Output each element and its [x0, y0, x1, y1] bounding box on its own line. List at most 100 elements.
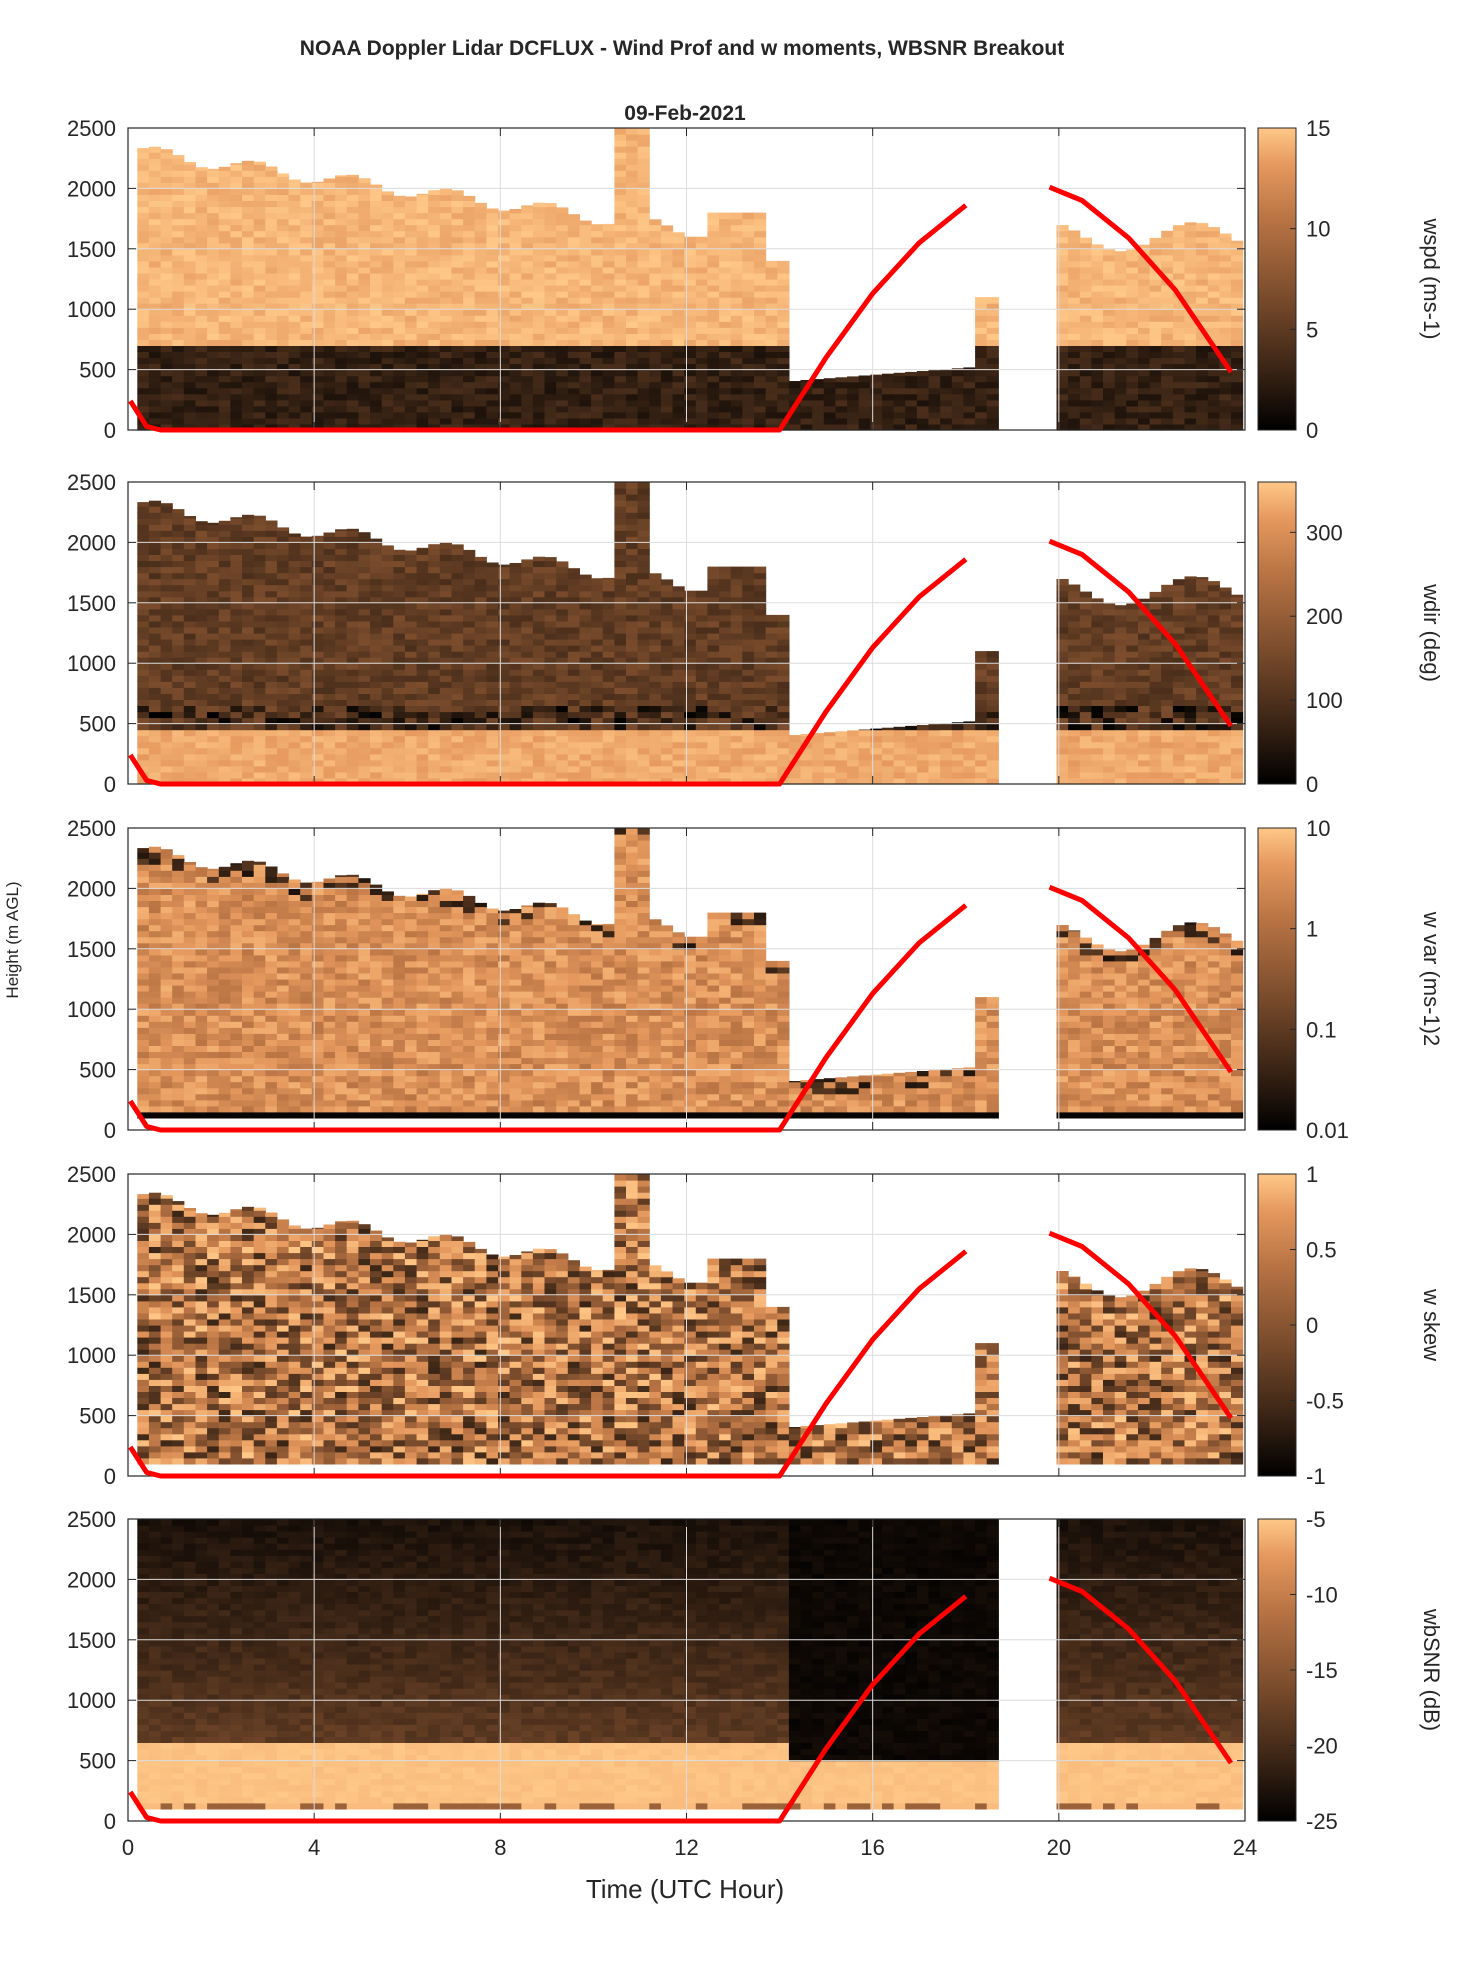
heatmap-cell: [614, 370, 626, 377]
heatmap-cell: [417, 712, 429, 719]
heatmap-cell: [312, 213, 324, 220]
heatmap-cell: [603, 578, 615, 579]
heatmap-cell: [603, 706, 615, 713]
heatmap-cell: [754, 267, 766, 274]
heatmap-cell: [1231, 358, 1243, 365]
heatmap-cell: [417, 237, 429, 244]
heatmap-cell: [370, 542, 382, 549]
heatmap-cell: [254, 615, 266, 622]
heatmap-cell: [196, 591, 208, 598]
heatmap-cell: [242, 742, 254, 749]
heatmap-cell: [498, 382, 510, 389]
heatmap-cell: [300, 382, 312, 389]
heatmap-cell: [1091, 327, 1103, 334]
heatmap-cell: [673, 315, 685, 322]
heatmap-cell: [510, 400, 522, 407]
heatmap-cell: [382, 687, 394, 694]
heatmap-cell: [1231, 285, 1243, 292]
heatmap-cell: [475, 333, 487, 340]
heatmap-cell: [556, 687, 568, 694]
heatmap-cell: [289, 766, 301, 773]
heatmap-cell: [824, 382, 836, 389]
heatmap-cell: [521, 603, 533, 610]
heatmap-cell: [242, 188, 254, 195]
heatmap-cell: [219, 188, 231, 195]
heatmap-cell: [300, 194, 312, 201]
heatmap-cell: [254, 394, 266, 401]
heatmap-cell: [393, 615, 405, 622]
heatmap-cell: [405, 273, 417, 280]
heatmap-cell: [1161, 321, 1173, 328]
heatmap-cell: [614, 760, 626, 767]
heatmap-cell: [196, 730, 208, 737]
heatmap-cell: [196, 309, 208, 316]
heatmap-cell: [486, 255, 498, 262]
heatmap-cell: [510, 579, 522, 586]
heatmap-cell: [638, 512, 650, 519]
y-tick-label: 2000: [67, 176, 116, 201]
heatmap-cell: [207, 645, 219, 652]
heatmap-cell: [207, 603, 219, 610]
heatmap-cell: [556, 309, 568, 316]
heatmap-cell: [521, 345, 533, 352]
heatmap-cell: [940, 406, 952, 413]
heatmap-cell: [1126, 285, 1138, 292]
heatmap-cell: [731, 358, 743, 365]
heatmap-cell: [300, 730, 312, 737]
heatmap-cell: [358, 609, 370, 616]
heatmap-cell: [324, 621, 336, 628]
heatmap-cell: [661, 663, 673, 670]
heatmap-cell: [1080, 273, 1092, 280]
heatmap-cell: [742, 382, 754, 389]
heatmap-cell: [219, 621, 231, 628]
heatmap-cell: [184, 603, 196, 610]
heatmap-cell: [510, 382, 522, 389]
heatmap-cell: [242, 542, 254, 549]
heatmap-cell: [230, 388, 242, 395]
heatmap-cell: [382, 545, 394, 549]
heatmap-cell: [1173, 418, 1185, 425]
heatmap-cell: [358, 207, 370, 214]
heatmap-cell: [673, 639, 685, 646]
heatmap-cell: [452, 645, 464, 652]
heatmap-cell: [370, 548, 382, 555]
heatmap-cell: [347, 176, 359, 183]
heatmap-cell: [917, 418, 929, 425]
heatmap-cell: [707, 370, 719, 377]
heatmap-cell: [149, 255, 161, 262]
heatmap-cell: [382, 548, 394, 555]
heatmap-cell: [230, 748, 242, 755]
heatmap-cell: [382, 249, 394, 256]
heatmap-cell: [568, 400, 580, 407]
heatmap-cell: [452, 382, 464, 389]
heatmap-cell: [289, 345, 301, 352]
heatmap-cell: [475, 748, 487, 755]
heatmap-cell: [324, 358, 336, 365]
heatmap-cell: [300, 663, 312, 670]
heatmap-cell: [638, 748, 650, 755]
heatmap-cell: [254, 675, 266, 682]
heatmap-cell: [265, 418, 277, 425]
heatmap-cell: [1219, 285, 1231, 292]
heatmap-cell: [242, 315, 254, 322]
heatmap-cell: [428, 237, 440, 244]
heatmap-cell: [1115, 267, 1127, 274]
heatmap-cell: [591, 609, 603, 616]
heatmap-cell: [347, 706, 359, 713]
heatmap-cell: [533, 736, 545, 743]
heatmap-cell: [1080, 327, 1092, 334]
heatmap-cell: [242, 161, 254, 165]
heatmap-cell: [137, 321, 149, 328]
heatmap-cell: [1208, 400, 1220, 407]
heatmap-cell: [358, 261, 370, 268]
heatmap-cell: [196, 699, 208, 706]
heatmap-cell: [568, 754, 580, 761]
heatmap-cell: [417, 291, 429, 298]
heatmap-cell: [568, 568, 580, 573]
heatmap-cell: [638, 736, 650, 743]
heatmap-cell: [649, 315, 661, 322]
heatmap-cell: [475, 730, 487, 737]
heatmap-cell: [254, 358, 266, 365]
heatmap-cell: [335, 327, 347, 334]
heatmap-cell: [417, 345, 429, 352]
